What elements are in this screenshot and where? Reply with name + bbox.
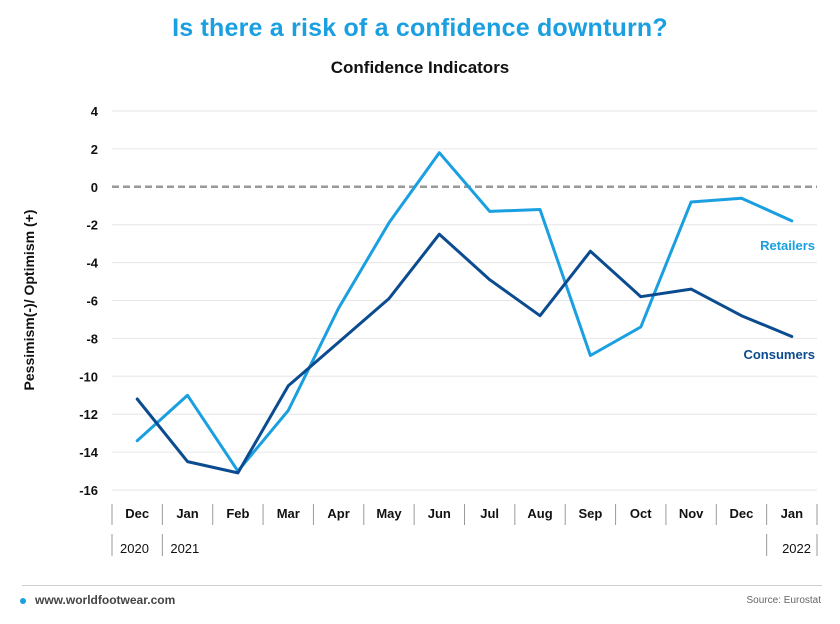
chart-title: Confidence Indicators [330,58,510,77]
x-tick-label: Jun [428,506,451,521]
x-year-label: 2021 [170,541,199,556]
gridlines [112,110,817,491]
x-year-label: 2020 [120,541,149,556]
series-label-retailers: Retailers [760,238,815,253]
series-line-consumers [135,232,794,475]
y-tick-label: 2 [91,142,98,157]
x-tick-label: Aug [527,506,552,521]
y-tick-label: -16 [79,483,98,498]
series-lines [135,151,794,475]
footer-divider [22,585,822,586]
y-tick-label: -14 [79,445,99,460]
x-tick-label: Jul [480,506,499,521]
y-tick-label: 0 [91,180,98,195]
x-year-label: 2022 [782,541,811,556]
bullet-icon [20,598,26,604]
x-tick-label: Jan [176,506,198,521]
y-tick-label: -10 [79,369,98,384]
x-tick-label: Dec [125,506,149,521]
y-axis-tick-labels: 4 2 0 -2 -4 -6 -8 -10 -12 -14 -16 [79,104,99,498]
x-tick-label: May [376,506,402,521]
y-tick-label: -4 [86,256,98,271]
series-label-consumers: Consumers [743,347,815,362]
x-axis: Dec Jan Feb Mar Apr May Jun Jul Aug Sep Oct Nov Dec J… [111,504,818,556]
y-axis-label: Pessimism(-)/ Optimism (+) [21,210,37,391]
x-tick-label: Feb [226,506,249,521]
y-tick-label: -12 [79,407,98,422]
x-tick-label: Oct [630,506,652,521]
footer-website-link[interactable]: www.worldfootwear.com [35,593,176,607]
y-tick-label: 4 [91,104,99,119]
y-tick-label: -6 [86,294,98,309]
x-tick-label: Dec [730,506,754,521]
x-tick-label: Nov [679,506,704,521]
series-line-retailers [135,151,794,473]
x-tick-label: Apr [327,506,349,521]
x-tick-label: Sep [578,506,602,521]
series-labels: Retailers Consumers [743,238,815,362]
y-tick-label: -8 [86,331,98,346]
footer-source: Source: Eurostat [746,595,821,606]
x-tick-label: Jan [781,506,803,521]
x-tick-label: Mar [277,506,300,521]
y-tick-label: -2 [86,218,98,233]
headline: Is there a risk of a confidence downturn… [172,14,668,42]
